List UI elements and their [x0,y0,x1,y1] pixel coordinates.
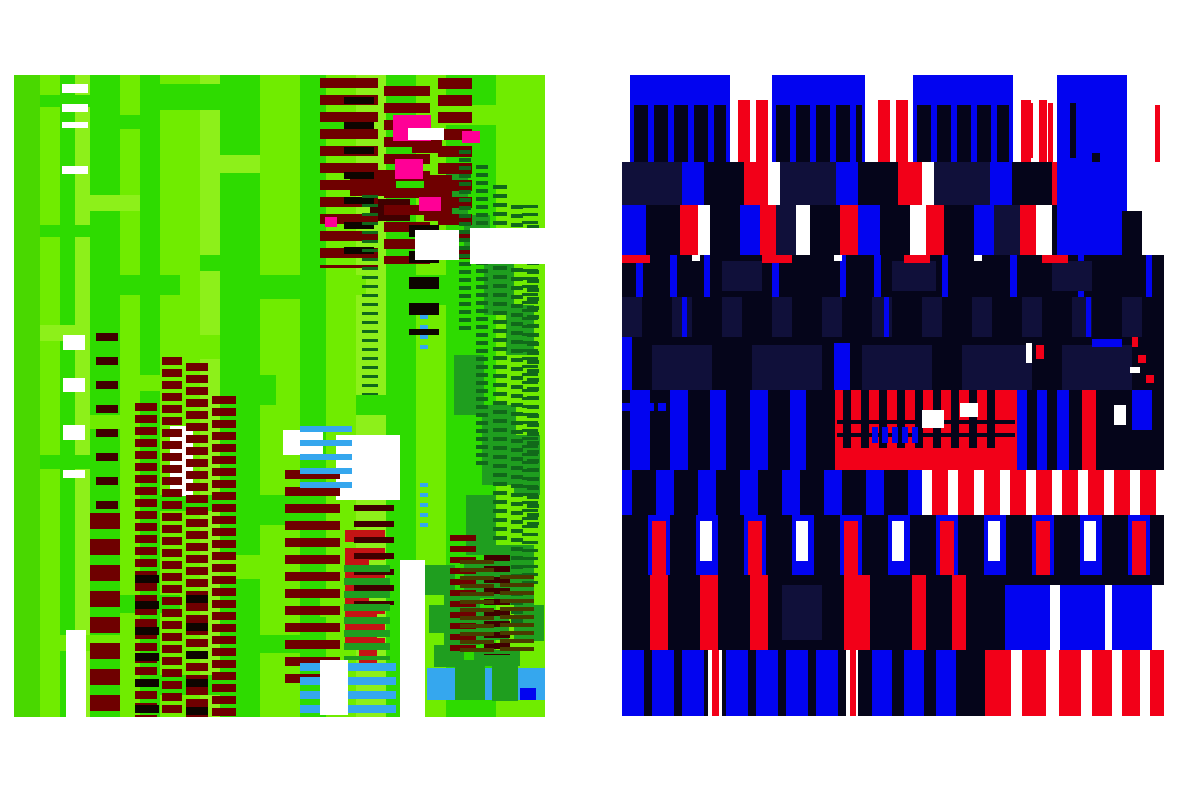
glitch-panel-left [14,75,545,717]
glitch-panel-right [622,75,1164,716]
